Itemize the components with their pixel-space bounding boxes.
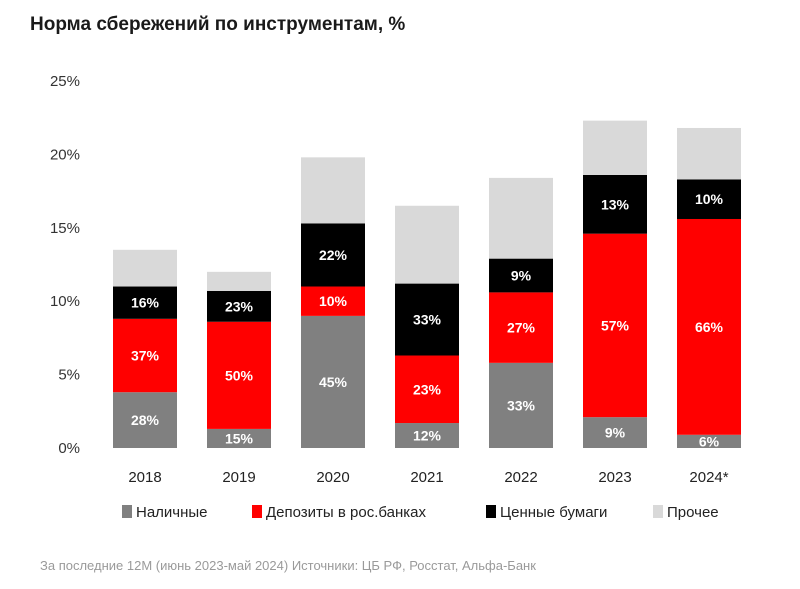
x-category-label: 2024*	[689, 469, 728, 486]
data-label: 37%	[131, 348, 160, 364]
data-label: 13%	[601, 196, 630, 212]
data-label: 16%	[131, 295, 160, 311]
x-category-label: 2023	[598, 469, 631, 486]
bar-segment	[113, 318, 177, 393]
y-tick-label: 0%	[58, 440, 80, 457]
y-tick-label: 15%	[50, 220, 80, 237]
bar-segment	[489, 362, 553, 448]
bar-segment	[677, 127, 741, 180]
bar-segment	[489, 292, 553, 363]
legend-label: Наличные	[136, 504, 208, 521]
legend-label: Прочее	[667, 504, 719, 521]
bar-segment	[583, 417, 647, 448]
x-category-label: 2019	[222, 469, 255, 486]
legend: Наличные Депозиты в рос.банках Ценные бума…	[122, 504, 719, 521]
data-label: 66%	[695, 319, 724, 335]
legend-swatch	[486, 505, 496, 518]
bar-segment	[207, 428, 271, 448]
bar-segment	[395, 423, 459, 448]
data-label: 6%	[699, 433, 720, 449]
data-label: 15%	[225, 430, 254, 446]
bar-segment	[207, 321, 271, 429]
bar-segment	[489, 177, 553, 259]
data-label: 22%	[319, 247, 348, 263]
data-label: 23%	[225, 298, 254, 314]
bar-segment	[677, 434, 741, 448]
chart-title: Норма сбережений по инструментам, %	[30, 14, 406, 35]
x-category-label: 2020	[316, 469, 349, 486]
footnote: За последние 12М (июнь 2023-май 2024) Ис…	[40, 558, 536, 573]
legend-label: Депозиты в рос.банках	[266, 504, 426, 521]
y-axis: 0% 5% 10% 15% 20% 25%	[50, 73, 80, 457]
data-label: 27%	[507, 320, 536, 336]
x-category-label: 2018	[128, 469, 161, 486]
y-tick-label: 20%	[50, 146, 80, 163]
data-label: 23%	[413, 381, 442, 397]
y-tick-label: 5%	[58, 367, 80, 384]
legend-swatch	[122, 505, 132, 518]
data-label: 9%	[605, 425, 626, 441]
bar-segment	[113, 392, 177, 448]
x-category-label: 2021	[410, 469, 443, 486]
legend-swatch	[653, 505, 663, 518]
bar-segment	[301, 223, 365, 287]
bar-segment	[113, 249, 177, 287]
bar-segment	[395, 283, 459, 356]
data-label: 10%	[695, 191, 724, 207]
bar-segment	[395, 205, 459, 284]
bar-segment	[207, 290, 271, 322]
data-label: 10%	[319, 293, 348, 309]
data-label: 33%	[507, 397, 536, 413]
data-label: 50%	[225, 367, 254, 383]
bar-segment	[583, 233, 647, 418]
bar-segment	[395, 355, 459, 424]
data-label: 33%	[413, 312, 442, 328]
data-label: 45%	[319, 374, 348, 390]
bar-segment	[113, 286, 177, 319]
x-axis: 2018 2019 2020 2021 2022 2023 2024*	[128, 469, 728, 486]
x-category-label: 2022	[504, 469, 537, 486]
data-label: 57%	[601, 317, 630, 333]
bars: 28% 37% 16% 15% 50% 23% 45% 10% 22% 12% 23% 33% 33% 2…	[113, 120, 741, 449]
data-label: 9%	[511, 268, 532, 284]
bar-segment	[301, 286, 365, 316]
bar-segment	[583, 120, 647, 175]
bar-segment	[489, 258, 553, 293]
legend-swatch	[252, 505, 262, 518]
bar-segment	[677, 179, 741, 219]
data-label: 28%	[131, 412, 160, 428]
y-tick-label: 25%	[50, 73, 80, 90]
y-tick-label: 10%	[50, 293, 80, 310]
bar-segment	[677, 218, 741, 435]
bar-segment	[301, 315, 365, 448]
bar-segment	[301, 157, 365, 224]
bar-segment	[207, 271, 271, 291]
legend-label: Ценные бумаги	[500, 504, 607, 521]
data-label: 12%	[413, 428, 442, 444]
bar-segment	[583, 174, 647, 234]
